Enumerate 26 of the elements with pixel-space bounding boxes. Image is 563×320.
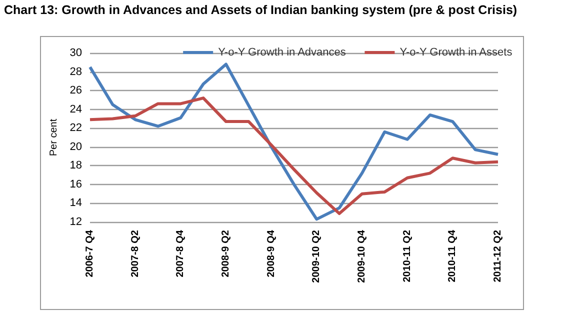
- x-tick-label: 2009-10 Q2: [311, 230, 322, 283]
- y-tick-label: 18: [70, 160, 82, 172]
- x-tick-label: 2007-8 Q2: [130, 230, 141, 278]
- legend-label: Y-o-Y Growth in Assets: [400, 46, 513, 58]
- x-tick-label: 2008-9 Q4: [266, 230, 277, 278]
- y-axis-title: Per cent: [48, 118, 60, 156]
- x-tick-label: 2007-8 Q4: [175, 230, 186, 278]
- legend-label: Y-o-Y Growth in Advances: [218, 46, 346, 58]
- chart-title: Chart 13: Growth in Advances and Assets of Indian banking system (pre & post Crisis): [4, 3, 518, 17]
- line-series: [88, 96, 500, 216]
- y-tick-label: 20: [70, 140, 82, 153]
- y-tick-label: 16: [70, 178, 82, 190]
- y-tick-label: 26: [70, 84, 82, 97]
- x-tick-label: 2010-11 Q2: [402, 230, 413, 282]
- x-tick-label: 2006-7 Q4: [84, 230, 96, 278]
- y-tick-label: 14: [70, 197, 82, 210]
- x-tick-label: 2011-12 Q2: [492, 230, 504, 282]
- y-tick-label: 30: [70, 47, 82, 59]
- y-tick-label: 28: [70, 66, 82, 78]
- x-tick-label: 2008-9 Q2: [220, 230, 232, 278]
- y-tick-label: 22: [70, 122, 82, 134]
- x-tick-label: 2010-11 Q4: [447, 230, 458, 282]
- x-tick-label: 2009-10 Q4: [356, 230, 368, 283]
- y-tick-label: 24: [70, 103, 82, 116]
- y-tick-label: 12: [70, 216, 82, 228]
- line-series: [88, 62, 500, 221]
